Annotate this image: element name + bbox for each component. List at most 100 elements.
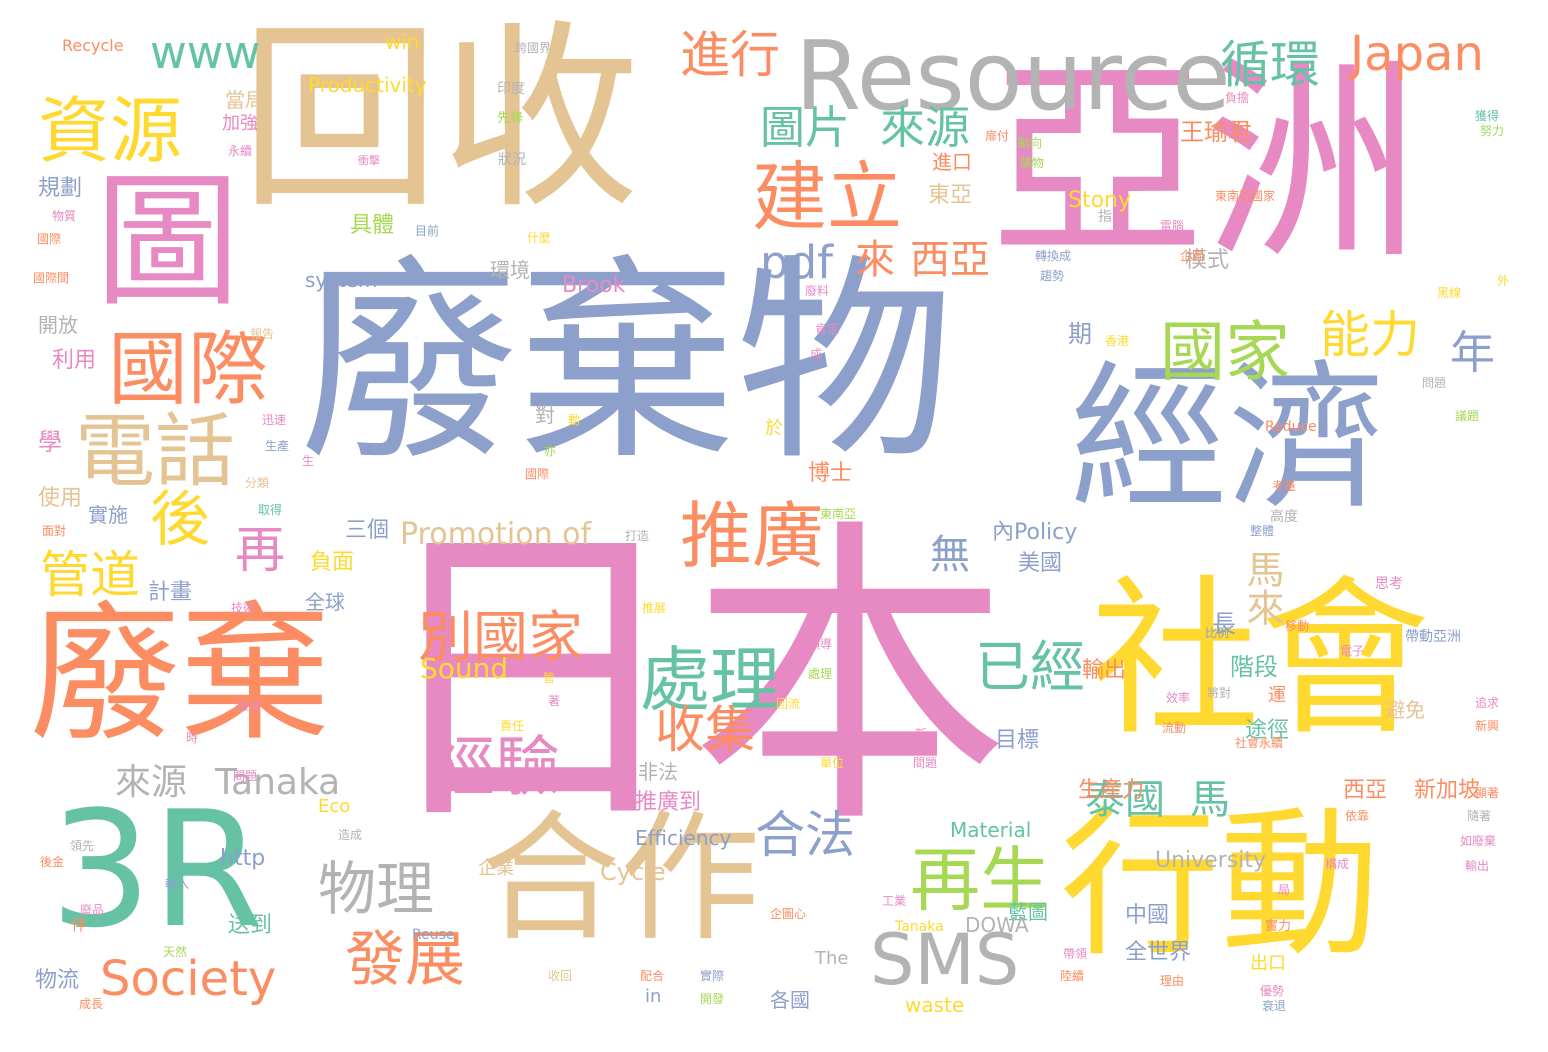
cloud-word: 別國家 xyxy=(418,605,584,669)
cloud-word: 優勢 xyxy=(1260,984,1285,998)
cloud-word: 生 xyxy=(302,454,315,468)
cloud-word: 效率 xyxy=(1166,691,1191,705)
cloud-word: 著 xyxy=(548,694,561,708)
cloud-word: 國際 xyxy=(37,232,62,246)
cloud-word: 國際 xyxy=(108,323,268,416)
cloud-word: Recycle xyxy=(62,36,124,55)
cloud-word: 回收 xyxy=(240,3,641,236)
cloud-word: 階段 xyxy=(1230,653,1278,681)
cloud-word: win xyxy=(385,30,420,54)
cloud-word: 實力 xyxy=(1265,919,1292,934)
cloud-word: 再生 xyxy=(910,839,1050,921)
cloud-word: 實施 xyxy=(88,503,128,527)
cloud-word: 來源 xyxy=(880,101,971,154)
cloud-word: 隨著 xyxy=(1467,809,1492,823)
cloud-word: 廢品 xyxy=(80,903,105,917)
cloud-word: 亦 xyxy=(544,444,557,458)
cloud-word: 輸出 xyxy=(1082,658,1127,683)
cloud-word: 已經 xyxy=(975,635,1086,699)
cloud-word: 實際 xyxy=(700,969,725,983)
cloud-word: 送到 xyxy=(228,913,273,938)
cloud-word: 追求 xyxy=(1475,696,1500,710)
cloud-word: 目前 xyxy=(415,224,440,238)
cloud-word: 馬來 xyxy=(1240,550,1284,626)
cloud-word: 報告 xyxy=(250,327,275,341)
cloud-word: 開放 xyxy=(38,313,78,337)
cloud-word: 負面 xyxy=(310,550,355,575)
cloud-word: 圖片 xyxy=(760,101,851,154)
cloud-word: Promotion of xyxy=(400,517,592,552)
cloud-word: 外 xyxy=(1497,274,1510,288)
cloud-word: 生產力 xyxy=(1078,778,1145,803)
cloud-word: 經驗 xyxy=(430,730,561,805)
cloud-word: 輸出 xyxy=(1465,859,1490,873)
cloud-word: 合法 xyxy=(755,806,855,864)
cloud-word: 廢棄物 xyxy=(300,237,954,490)
cloud-word: DOWA xyxy=(965,913,1029,937)
cloud-word: 非法 xyxy=(638,760,678,784)
cloud-word: 運 xyxy=(1268,685,1286,706)
cloud-word: 東亞 xyxy=(928,183,973,208)
cloud-word: 局 xyxy=(1278,883,1291,897)
cloud-word: in xyxy=(645,986,662,1007)
cloud-word: 亞洲 xyxy=(990,37,1420,288)
cloud-word: 成 xyxy=(810,347,823,361)
cloud-word: 考量 xyxy=(1272,479,1297,493)
cloud-word: 香港 xyxy=(1105,334,1130,348)
cloud-word: 中國 xyxy=(1125,903,1170,928)
cloud-word: 獲得 xyxy=(1475,109,1500,123)
cloud-word: 伴 xyxy=(71,915,88,934)
cloud-word: 圖 xyxy=(95,158,240,327)
cloud-word: 來源 xyxy=(115,762,188,803)
cloud-word: http xyxy=(220,846,266,871)
cloud-word: 面對 xyxy=(42,524,67,538)
cloud-word: 扉付 xyxy=(985,129,1010,143)
cloud-word: 計畫 xyxy=(148,580,193,605)
cloud-word: Stony xyxy=(1068,188,1132,213)
cloud-word: 利用 xyxy=(52,348,97,373)
cloud-word: 新興 xyxy=(1475,719,1500,733)
cloud-word: 後 xyxy=(150,485,210,555)
cloud-word: 國家 xyxy=(1160,315,1291,390)
cloud-word: 間題 xyxy=(913,756,938,770)
cloud-word: 單位 xyxy=(820,756,845,770)
cloud-word: 出口 xyxy=(1250,953,1286,974)
cloud-word: 狀況 xyxy=(498,152,526,168)
cloud-word: 全世界 xyxy=(1125,940,1192,965)
cloud-word: 模式 xyxy=(1185,248,1230,273)
cloud-word: 議題 xyxy=(1455,409,1480,423)
cloud-word: 打造 xyxy=(625,529,650,543)
cloud-word: Society xyxy=(100,951,277,1007)
cloud-word: 社會永續 xyxy=(1235,736,1284,750)
cloud-word: 領導 xyxy=(808,637,833,651)
cloud-word: 顯著 xyxy=(1475,786,1500,800)
cloud-word: 企圖心 xyxy=(770,907,807,921)
cloud-word: 動 xyxy=(568,413,581,427)
cloud-word: 天然 xyxy=(163,945,188,959)
cloud-word: 管 xyxy=(543,671,556,685)
cloud-word: 技術 xyxy=(231,601,256,615)
cloud-word: 加強 xyxy=(222,113,258,134)
cloud-word: The xyxy=(815,948,849,969)
cloud-word: 進行 xyxy=(680,26,780,84)
cloud-word: 長 xyxy=(1212,610,1236,638)
cloud-word: 東南亞國家 xyxy=(1215,189,1276,203)
cloud-word: 美國 xyxy=(1018,551,1063,576)
cloud-word: Reduce xyxy=(1265,419,1317,435)
cloud-word: 王瑜君 xyxy=(1180,118,1252,146)
cloud-word: 電子 xyxy=(1340,644,1365,658)
cloud-word: 問題 xyxy=(233,769,258,783)
cloud-word: 東南亞 xyxy=(820,507,857,521)
cloud-word: 廠商 xyxy=(237,699,262,713)
cloud-word: 物質 xyxy=(52,209,77,223)
cloud-word: 領先 xyxy=(70,839,95,853)
cloud-word: 行動 xyxy=(1060,791,1381,978)
cloud-word: Resource xyxy=(795,22,1231,132)
cloud-word: 學 xyxy=(38,428,62,456)
cloud-word: 處理 xyxy=(640,639,780,721)
cloud-word: 國際間 xyxy=(33,271,70,285)
cloud-word: 造成 xyxy=(338,828,363,842)
cloud-word: 整體 xyxy=(1250,524,1275,538)
cloud-word: 進口 xyxy=(932,150,972,174)
cloud-word: 發展 xyxy=(345,925,465,995)
